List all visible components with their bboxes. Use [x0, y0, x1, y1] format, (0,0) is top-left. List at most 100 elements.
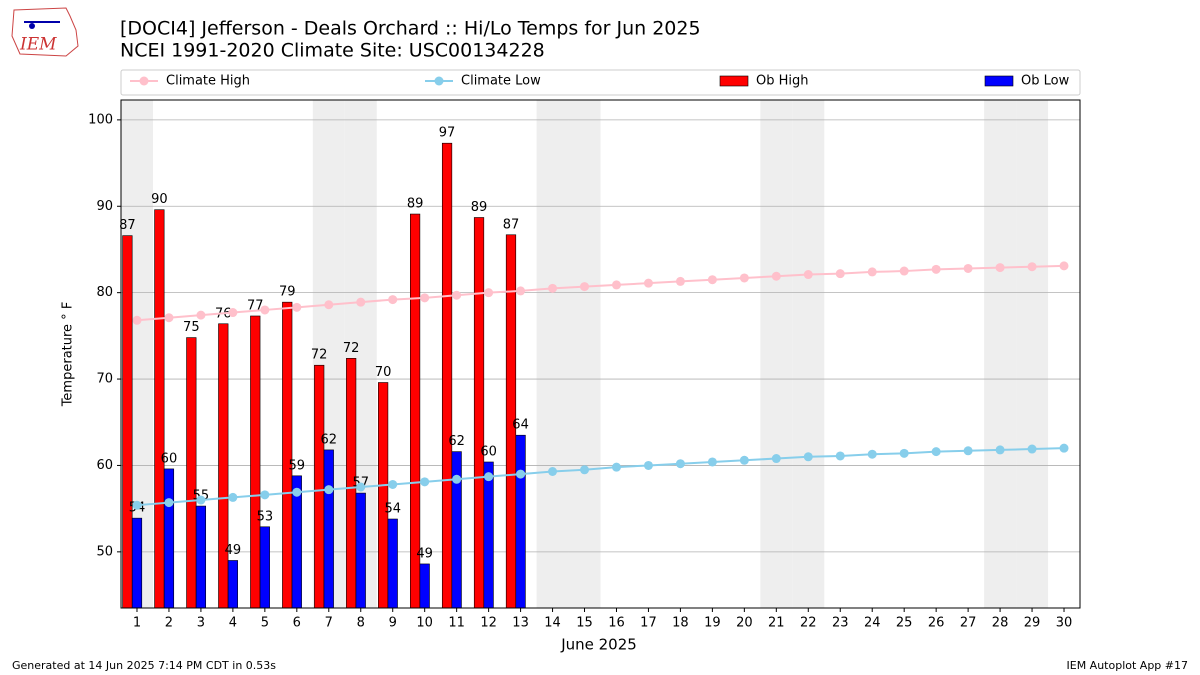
- chart-subtitle: NCEI 1991-2020 Climate Site: USC00134228: [120, 40, 545, 62]
- bar: [218, 323, 229, 609]
- point: [931, 264, 941, 274]
- weekend-shade: [568, 100, 601, 608]
- bar: [122, 235, 133, 609]
- data-label: 60: [161, 451, 178, 466]
- bar: [378, 382, 389, 609]
- x-tick-label: 24: [864, 616, 881, 631]
- x-tick-label: 18: [672, 616, 689, 631]
- point: [516, 286, 526, 296]
- point: [803, 270, 813, 280]
- point: [132, 500, 142, 510]
- x-tick-label: 20: [736, 616, 753, 631]
- line: [136, 264, 1065, 322]
- x-tick-label: 8: [357, 616, 365, 631]
- data-label: 49: [416, 546, 433, 561]
- y-tick-label: 60: [96, 458, 113, 473]
- bar: [323, 449, 334, 609]
- x-tick-label: 5: [261, 616, 269, 631]
- weekend-shade: [1016, 100, 1049, 608]
- point: [132, 315, 142, 325]
- y-tick-label: 100: [88, 112, 113, 127]
- x-tick-label: 6: [293, 616, 301, 631]
- point: [420, 477, 430, 487]
- data-label: 72: [343, 341, 360, 356]
- bar: [483, 461, 494, 609]
- point: [707, 457, 717, 467]
- data-label: 89: [471, 200, 488, 215]
- point: [995, 445, 1005, 455]
- point: [1059, 261, 1069, 271]
- point: [643, 278, 653, 288]
- bar: [282, 301, 293, 609]
- point: [324, 300, 334, 310]
- data-label: 54: [384, 502, 401, 517]
- x-tick-label: 29: [1024, 616, 1041, 631]
- point: [867, 267, 877, 277]
- data-label: 89: [407, 197, 424, 212]
- bar: [259, 526, 270, 609]
- point: [548, 283, 558, 293]
- weekend-shade: [984, 100, 1017, 608]
- x-tick-label: 2: [165, 616, 173, 631]
- point: [196, 310, 206, 320]
- point: [164, 313, 174, 323]
- y-tick-label: 50: [96, 544, 113, 559]
- data-label: 59: [289, 458, 306, 473]
- point: [452, 474, 462, 484]
- y-axis-label: Temperature ° F: [61, 302, 76, 408]
- bar: [163, 468, 175, 609]
- logo: IEM: [11, 7, 79, 57]
- point: [580, 465, 590, 475]
- data-label: 53: [257, 509, 274, 524]
- legend-swatch: [719, 75, 749, 87]
- data-label: 79: [279, 285, 296, 300]
- x-tick-label: 10: [416, 616, 433, 631]
- point: [1027, 444, 1037, 454]
- x-tick-label: 30: [1056, 616, 1073, 631]
- point: [899, 266, 909, 276]
- point: [356, 297, 366, 307]
- bar: [387, 518, 398, 609]
- point: [484, 472, 494, 482]
- data-label: 62: [448, 434, 465, 449]
- x-tick-label: 14: [544, 616, 561, 631]
- point: [739, 273, 749, 283]
- point: [675, 459, 685, 469]
- footer: IEM Autoplot App #17: [1067, 659, 1189, 672]
- bar: [355, 492, 366, 609]
- point: [707, 275, 717, 285]
- point: [164, 498, 174, 508]
- x-tick-label: 19: [704, 616, 721, 631]
- point: [963, 263, 973, 273]
- point: [643, 460, 653, 470]
- point: [611, 280, 621, 290]
- legend-swatch: [984, 75, 1014, 87]
- bar: [131, 517, 143, 609]
- point: [675, 276, 685, 286]
- bar: [250, 315, 261, 609]
- point: [739, 455, 749, 465]
- data-label: 87: [119, 218, 136, 233]
- legend-marker: [139, 76, 149, 86]
- x-tick-label: 16: [608, 616, 625, 631]
- footer: Generated at 14 Jun 2025 7:14 PM CDT in …: [12, 659, 276, 672]
- point: [611, 462, 621, 472]
- point: [228, 308, 238, 318]
- x-tick-label: 13: [512, 616, 529, 631]
- x-tick-label: 25: [896, 616, 913, 631]
- legend-label: Ob Low: [1021, 74, 1070, 89]
- point: [771, 454, 781, 464]
- logo-text: IEM: [19, 35, 57, 55]
- bar: [154, 209, 165, 609]
- point: [899, 448, 909, 458]
- point: [260, 305, 270, 315]
- data-label: 64: [512, 418, 529, 433]
- point: [484, 288, 494, 298]
- data-label: 87: [503, 217, 520, 232]
- x-tick-label: 27: [960, 616, 977, 631]
- x-tick-label: 7: [325, 616, 333, 631]
- point: [324, 485, 334, 495]
- data-label: 90: [151, 192, 168, 207]
- data-label: 75: [183, 320, 200, 335]
